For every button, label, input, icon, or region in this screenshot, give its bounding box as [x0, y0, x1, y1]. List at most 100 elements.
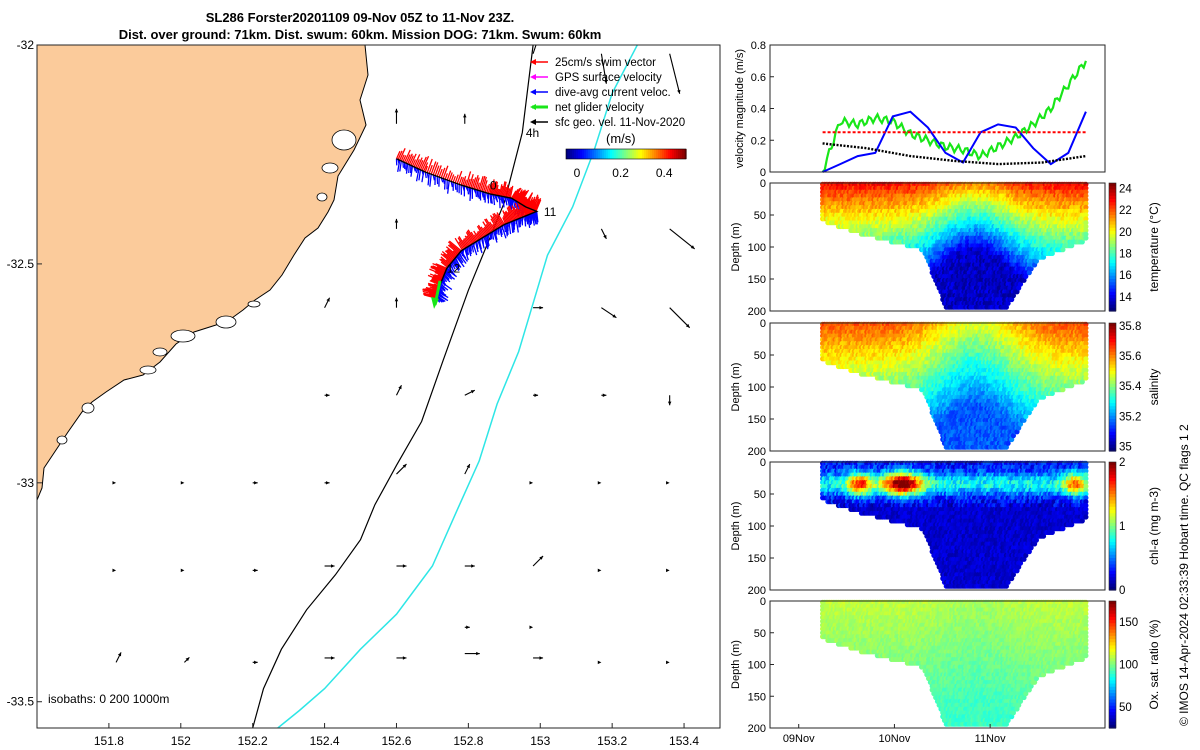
- map-xtick-1: 152: [171, 734, 191, 748]
- velocity-ytick-4: 0.8: [751, 40, 766, 52]
- sfc-geo-vector-17: [601, 393, 607, 397]
- lake-4: [215, 315, 237, 329]
- velocity-ytick-1: 0.2: [751, 135, 766, 147]
- lake-8: [81, 402, 95, 414]
- section-ytick-2-3: 150: [748, 553, 766, 565]
- colorbar-tick-2: 0.4: [656, 166, 673, 180]
- map-xtick-6: 153: [530, 734, 550, 748]
- track-vectors: [395, 148, 542, 303]
- section-ytick-2-4: 200: [748, 585, 766, 597]
- section-cbtick-1-3: 35.6: [1119, 351, 1141, 363]
- sfc-geo-vector-0: [394, 108, 399, 124]
- net-velocity-arrowhead: [431, 296, 440, 309]
- track-day-label-1: 0: [490, 178, 497, 192]
- sfc-geo-vector-13: [324, 393, 330, 397]
- section-cbtick-1-1: 35.2: [1119, 411, 1141, 423]
- lake-1: [321, 162, 339, 174]
- section-panel-1: 0 50 100 150 200 Depth (m) 35 35.2 35.4 35.6 35.8 s…: [730, 318, 1161, 458]
- sfc-geo-vector-34: [532, 555, 544, 567]
- section-cblabel-3: Ox. sat. ratio (%): [1147, 619, 1161, 709]
- section-colorbar-2: 0 1 2 chl-a (mg m-3): [1108, 457, 1161, 597]
- velocity-ytick-2: 0.4: [751, 104, 766, 116]
- velocity-series-0: [821, 60, 1087, 173]
- sfc-geo-vector-40: [183, 656, 190, 663]
- section-cbtick-2-0: 0: [1119, 585, 1125, 597]
- map-xtick-4: 152.6: [381, 734, 411, 748]
- sfc-geo-vector-35: [597, 568, 602, 573]
- sfc-geo-vector-11: [601, 307, 617, 319]
- map-ytick-3: -33.5: [7, 695, 35, 709]
- sfc-geo-vector-6: [600, 228, 607, 240]
- map-xtick-8: 153.4: [669, 734, 699, 748]
- sfc-geo-vector-22: [324, 481, 330, 485]
- section-colorbar-1: 35 35.2 35.4 35.6 35.8 salinity: [1108, 321, 1161, 453]
- velocity-series-3: [822, 142, 1087, 166]
- section-cbtick-0-0: 14: [1119, 292, 1132, 304]
- sfc-geo-vector-28: [112, 568, 117, 573]
- sfc-geo-vector-1: [463, 113, 467, 124]
- map-plot-area: 4h 0 11 12 25cm/s swim vector GPS surface vel…: [37, 45, 696, 728]
- section-cbtick-0-2: 18: [1119, 249, 1132, 261]
- section-ylabel-2: Depth (m): [730, 502, 742, 551]
- section-cbtick-3-2: 150: [1119, 617, 1138, 629]
- map-legend: 25cm/s swim vector GPS surface velocity di…: [530, 57, 685, 129]
- legend-label-3: net glider velocity: [555, 102, 644, 114]
- map-title-line1: SL286 Forster20201109 09-Nov 05Z to 11-N…: [205, 10, 515, 25]
- map-frame: [36, 44, 721, 729]
- section-xtick-0: 09Nov: [783, 733, 815, 745]
- section-cbtick-1-0: 35: [1119, 441, 1132, 453]
- sfc-geo-vector-43: [396, 656, 407, 660]
- sfc-geo-vector-14: [395, 385, 402, 396]
- sfc-geo-vector-5: [394, 218, 399, 229]
- map-xtick-0: 151.8: [94, 734, 124, 748]
- sfc-geo-vector-38: [529, 625, 534, 630]
- section-ytick-3-0: 0: [760, 596, 766, 608]
- sfc-geo-vector-15: [464, 389, 476, 396]
- section-ytick-2-0: 0: [760, 457, 766, 469]
- section-colorbar-0: 14 16 18 20 22 24 temperature (°C): [1108, 182, 1161, 312]
- legend-label-0: 25cm/s swim vector: [555, 57, 656, 69]
- sfc-geo-vector-42: [324, 656, 335, 660]
- colorbar-tick-1: 0.2: [612, 166, 629, 180]
- sfc-geo-vector-24: [464, 463, 471, 475]
- section-panel-2: 0 50 100 150 200 Depth (m) 0 1 2 chl-a (mg m-3): [730, 457, 1161, 597]
- section-ytick-1-4: 200: [748, 446, 766, 458]
- sfc-geo-vector-20: [180, 481, 185, 485]
- section-cbtick-0-1: 16: [1119, 270, 1132, 282]
- sfc-geo-vector-18: [667, 395, 672, 406]
- track-map: 4h 0 11 12 25cm/s swim vector GPS surface vel…: [7, 38, 721, 748]
- lake-6: [152, 347, 168, 357]
- velocity-ytick-0: 0: [760, 167, 766, 179]
- section-ytick-0-0: 0: [760, 178, 766, 190]
- sfc-geo-vector-46: [597, 660, 602, 665]
- sfc-geo-vector-45: [533, 656, 544, 660]
- section-cbtick-2-2: 2: [1119, 457, 1125, 469]
- colorbar-tick-0: 0: [574, 166, 581, 180]
- section-ytick-3-4: 200: [748, 723, 766, 735]
- lake-3: [247, 300, 261, 308]
- sfc-geo-vector-12: [669, 307, 691, 329]
- section-cbtick-2-1: 1: [1119, 521, 1125, 533]
- isobath-note: isobaths: 0 200 1000m: [48, 692, 169, 706]
- section-cbtick-1-4: 35.8: [1119, 321, 1141, 333]
- speed-colorbar: (m/s) 0 0.2 0.4: [565, 131, 687, 180]
- colorbar-title: (m/s): [606, 131, 636, 146]
- section-cbtick-0-4: 22: [1119, 205, 1132, 217]
- section-panel-0: 0 50 100 150 200 Depth (m) 14 16 18 20 22 24 tempera…: [730, 178, 1161, 318]
- sfc-geo-vector-21: [252, 481, 258, 485]
- legend-label-1: GPS surface velocity: [555, 72, 662, 84]
- sfc-geo-vector-19: [112, 481, 117, 485]
- velocity-series-1: [822, 110, 1087, 173]
- section-colorbar-3: 50 100 150 Ox. sat. ratio (%): [1108, 600, 1161, 729]
- sfc-geo-vector-25: [529, 481, 534, 485]
- map-xtick-7: 153.2: [597, 734, 627, 748]
- section-cblabel-0: temperature (°C): [1147, 202, 1161, 292]
- map-xtick-2: 152.2: [238, 734, 268, 748]
- map-title-line2: Dist. over ground: 71km. Dist. swum: 60k…: [118, 27, 602, 42]
- section-ytick-2-1: 50: [754, 489, 766, 501]
- velocity-panel: 0 0.2 0.4 0.6 0.8 velocity magnitude (m/s): [734, 40, 1106, 179]
- map-ytick-2: -33: [17, 476, 35, 490]
- sfc-geo-vector-44: [464, 651, 480, 656]
- sfc-geo-vector-47: [666, 660, 670, 665]
- velocity-ylabel: velocity magnitude (m/s): [734, 49, 746, 168]
